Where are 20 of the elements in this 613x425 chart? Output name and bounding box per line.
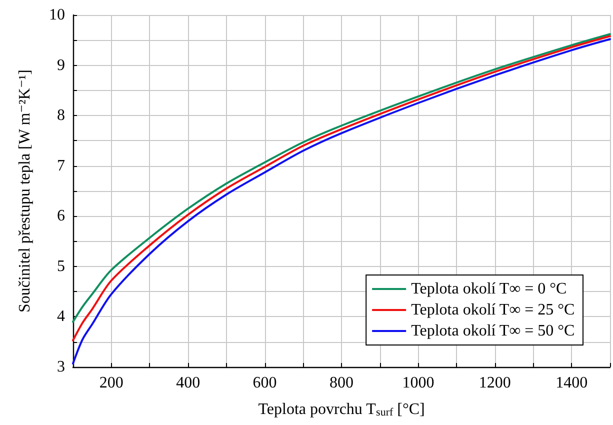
y-tick-label: 6 bbox=[57, 208, 65, 225]
y-tick-label: 3 bbox=[57, 358, 65, 376]
x-tick-label: 200 bbox=[99, 374, 124, 392]
x-axis-title: Teplota povrchu Tsurf [°C] bbox=[258, 401, 425, 418]
legend-label: Teplota okolí T∞ = 0 °C bbox=[411, 280, 567, 298]
y-axis-title: Součinitel přestupu tepla [W m⁻²K⁻¹] bbox=[16, 69, 34, 313]
y-tick-label: 8 bbox=[57, 107, 65, 124]
x-tick-label: 600 bbox=[252, 374, 277, 392]
x-tick-label: 1200 bbox=[478, 374, 511, 392]
x-tick-label: 400 bbox=[176, 374, 200, 392]
legend-label: Teplota okolí T∞ = 25 °C bbox=[411, 302, 575, 318]
y-tick-label: 4 bbox=[57, 308, 65, 326]
y-tick-label: 10 bbox=[49, 6, 65, 24]
legend-label: Teplota okolí T∞ = 50 °C bbox=[411, 322, 575, 340]
x-tick-label: 1000 bbox=[402, 374, 434, 392]
y-tick-label: 9 bbox=[57, 56, 65, 74]
y-tick-label: 7 bbox=[57, 157, 65, 174]
x-tick-label: 1400 bbox=[556, 374, 588, 392]
y-tick-label: 5 bbox=[57, 258, 65, 275]
x-tick-label: 800 bbox=[330, 374, 354, 392]
